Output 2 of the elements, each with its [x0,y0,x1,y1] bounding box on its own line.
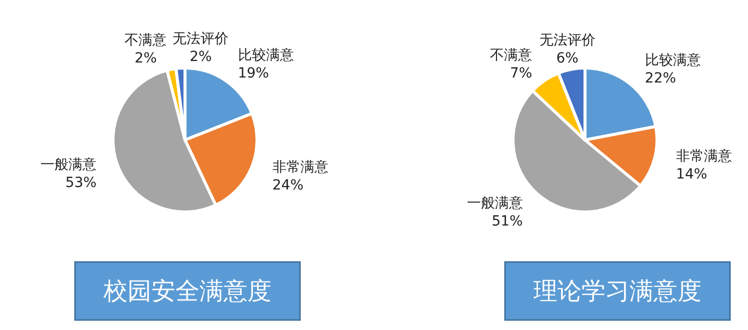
title: 校园安全满意度 [104,277,272,305]
title: 理论学习满意度 [534,277,702,305]
